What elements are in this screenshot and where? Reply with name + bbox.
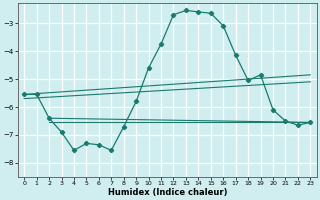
X-axis label: Humidex (Indice chaleur): Humidex (Indice chaleur) (108, 188, 227, 197)
